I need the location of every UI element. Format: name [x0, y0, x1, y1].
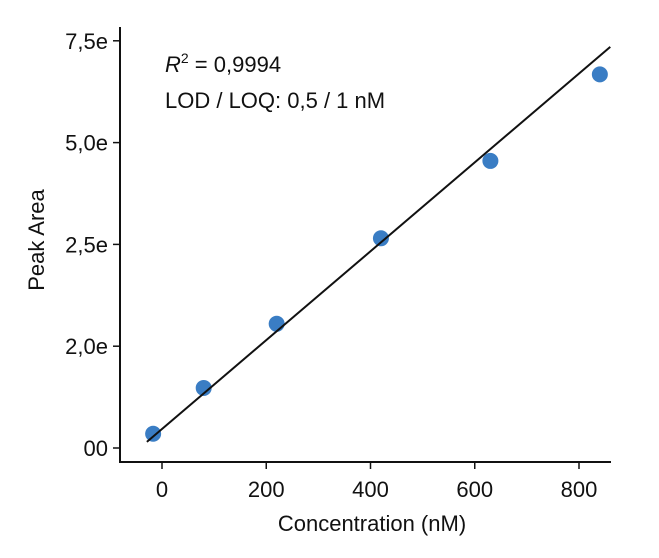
- y-tick-label: 5,0e: [65, 131, 108, 156]
- data-point: [372, 230, 389, 247]
- x-tick-label: 400: [352, 477, 389, 502]
- x-tick-label: 600: [456, 477, 493, 502]
- data-point: [482, 152, 499, 169]
- x-axis-label: Concentration (nM): [278, 511, 466, 536]
- y-tick-label: 7,5e: [65, 29, 108, 54]
- y-axis-label: Peak Area: [24, 188, 49, 290]
- data-point: [591, 66, 608, 83]
- fit-line: [146, 46, 611, 443]
- y-tick-label: 2,0e: [65, 334, 108, 359]
- data-point: [268, 315, 285, 332]
- y-tick-label: 00: [84, 436, 108, 461]
- data-point: [195, 379, 212, 396]
- y-tick-label: 2,5e: [65, 232, 108, 257]
- lod-loq-annotation: LOD / LOQ: 0,5 / 1 nM: [165, 88, 385, 113]
- data-point: [145, 425, 162, 442]
- r2-annotation: R2 = 0,9994: [165, 50, 281, 77]
- x-tick-label: 200: [248, 477, 285, 502]
- x-tick-label: 0: [156, 477, 168, 502]
- x-tick-label: 800: [561, 477, 598, 502]
